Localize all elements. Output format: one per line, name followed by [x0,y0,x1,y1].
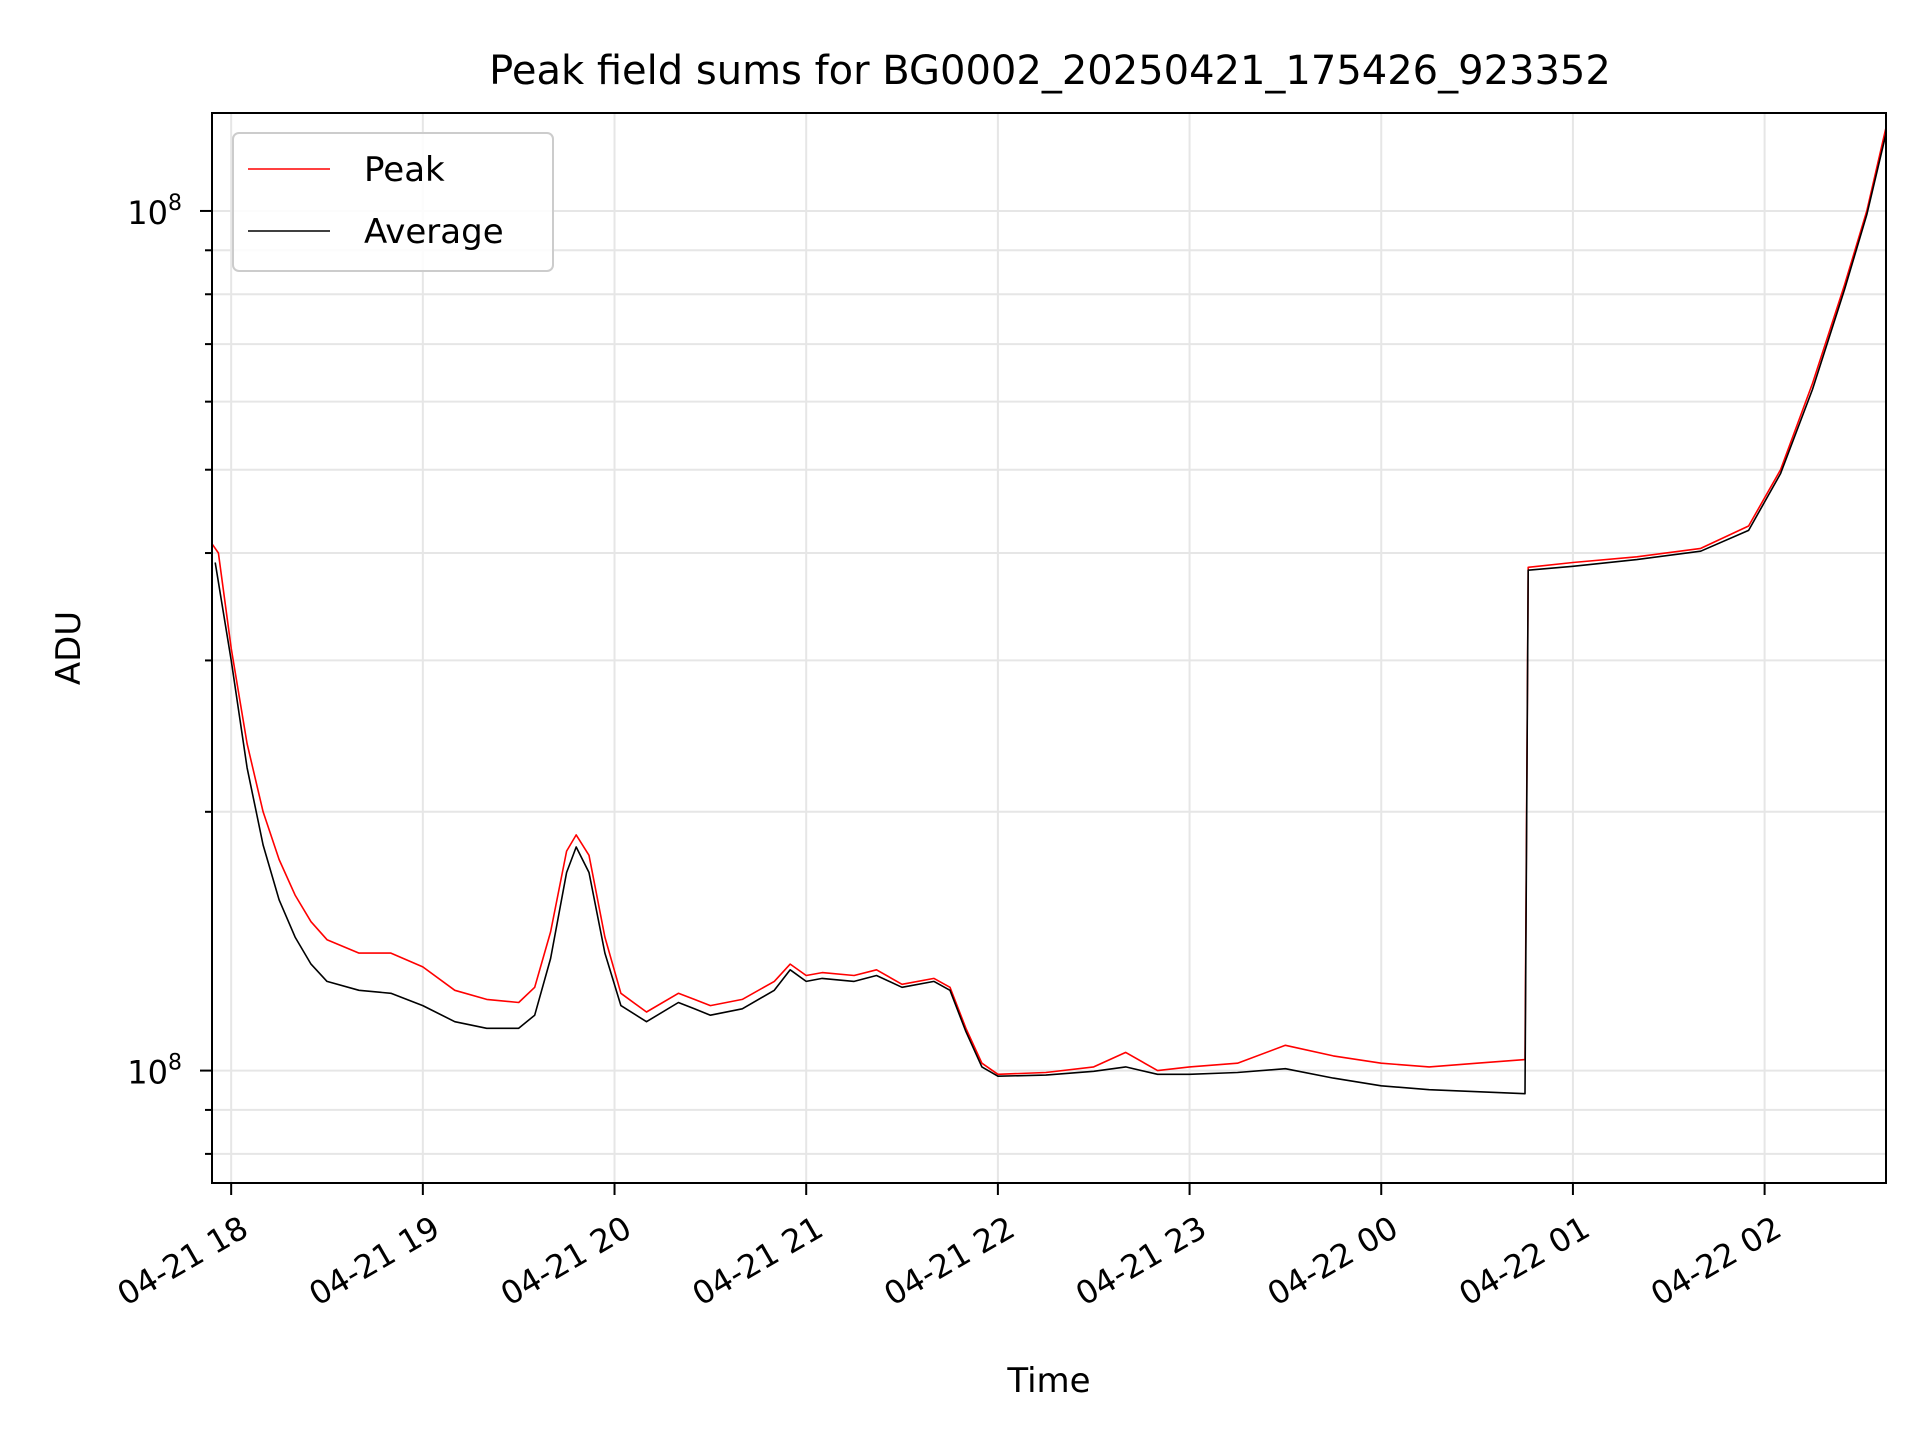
series-line-average [214,133,1887,1095]
legend-label-average: Average [364,212,504,252]
plot-frame [211,112,1887,1184]
legend-label-peak: Peak [364,150,445,190]
x-axis-label: Time [1006,1361,1090,1401]
chart-title: Peak field sums for BG0002_20250421_1754… [489,48,1611,94]
legend: Peak Average [232,132,554,272]
grid-lines [212,113,1886,1183]
y-axis-label: ADU [49,611,89,685]
series-lines [211,127,1887,1095]
legend-box [232,132,554,272]
